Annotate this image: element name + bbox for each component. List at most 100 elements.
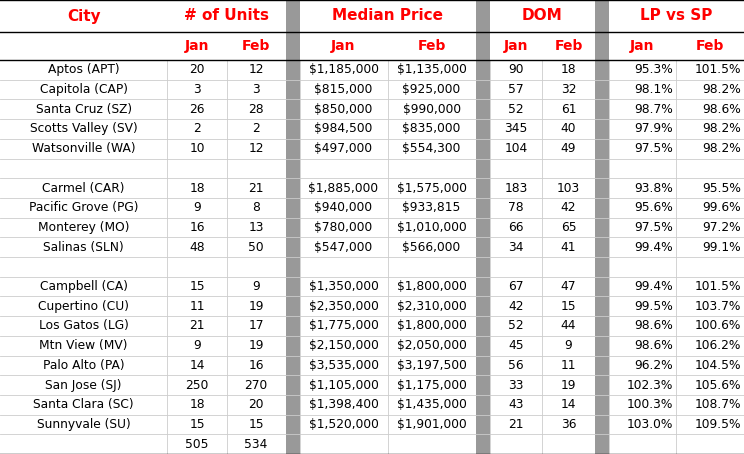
Text: 105.6%: 105.6%	[694, 379, 741, 391]
Text: $554,300: $554,300	[403, 142, 461, 155]
Text: $497,000: $497,000	[315, 142, 373, 155]
Text: 34: 34	[508, 241, 524, 254]
Text: $1,135,000: $1,135,000	[397, 64, 466, 76]
Text: 90: 90	[508, 64, 524, 76]
Text: 106.2%: 106.2%	[695, 339, 741, 352]
Text: 26: 26	[189, 103, 205, 116]
Text: Cupertino (CU): Cupertino (CU)	[38, 300, 129, 313]
Text: $1,105,000: $1,105,000	[309, 379, 379, 391]
Text: 20: 20	[189, 64, 205, 76]
Text: $1,800,000: $1,800,000	[397, 320, 466, 332]
Text: $3,197,500: $3,197,500	[397, 359, 466, 372]
Text: 44: 44	[561, 320, 576, 332]
Text: 8: 8	[252, 201, 260, 214]
Text: $2,310,000: $2,310,000	[397, 300, 466, 313]
Bar	[594, 0, 609, 454]
Text: $1,350,000: $1,350,000	[309, 280, 379, 293]
Text: 67: 67	[508, 280, 524, 293]
Text: $547,000: $547,000	[315, 241, 373, 254]
Text: 99.4%: 99.4%	[635, 241, 673, 254]
Text: 270: 270	[245, 379, 268, 391]
Text: 98.6%: 98.6%	[702, 103, 741, 116]
Text: 505: 505	[185, 438, 209, 451]
Text: 95.3%: 95.3%	[635, 64, 673, 76]
Text: San Jose (SJ): San Jose (SJ)	[45, 379, 122, 391]
Bar	[286, 0, 300, 454]
Text: 98.6%: 98.6%	[635, 339, 673, 352]
Text: 19: 19	[248, 300, 264, 313]
Text: Feb: Feb	[554, 39, 583, 53]
Text: 97.5%: 97.5%	[635, 142, 673, 155]
Text: 50: 50	[248, 241, 264, 254]
Text: Sunnyvale (SU): Sunnyvale (SU)	[37, 418, 131, 431]
Text: $1,185,000: $1,185,000	[309, 64, 379, 76]
Text: Scotts Valley (SV): Scotts Valley (SV)	[30, 123, 138, 135]
Text: Jan: Jan	[504, 39, 528, 53]
Text: 2: 2	[252, 123, 260, 135]
Text: $850,000: $850,000	[315, 103, 373, 116]
Text: 108.7%: 108.7%	[694, 398, 741, 411]
Text: Santa Cruz (SZ): Santa Cruz (SZ)	[36, 103, 132, 116]
Text: $1,175,000: $1,175,000	[397, 379, 466, 391]
Text: 57: 57	[508, 83, 524, 96]
Text: 98.1%: 98.1%	[635, 83, 673, 96]
Text: 47: 47	[561, 280, 576, 293]
Text: 99.1%: 99.1%	[702, 241, 741, 254]
Text: 345: 345	[504, 123, 527, 135]
Text: DOM: DOM	[522, 9, 562, 24]
Text: Monterey (MO): Monterey (MO)	[38, 221, 129, 234]
Text: 14: 14	[561, 398, 576, 411]
Text: $1,775,000: $1,775,000	[309, 320, 379, 332]
Text: 56: 56	[508, 359, 524, 372]
Text: 36: 36	[561, 418, 576, 431]
Text: $566,000: $566,000	[403, 241, 461, 254]
Text: 15: 15	[561, 300, 577, 313]
Text: Campbell (CA): Campbell (CA)	[39, 280, 128, 293]
Text: $1,435,000: $1,435,000	[397, 398, 466, 411]
Text: 11: 11	[189, 300, 205, 313]
Text: $1,885,000: $1,885,000	[309, 182, 379, 195]
Text: 9: 9	[252, 280, 260, 293]
Text: 101.5%: 101.5%	[694, 280, 741, 293]
Text: $933,815: $933,815	[403, 201, 461, 214]
Text: 21: 21	[189, 320, 205, 332]
Text: 96.2%: 96.2%	[635, 359, 673, 372]
Text: Capitola (CAP): Capitola (CAP)	[39, 83, 128, 96]
Text: 12: 12	[248, 64, 264, 76]
Text: 12: 12	[248, 142, 264, 155]
Text: 65: 65	[561, 221, 577, 234]
Text: 19: 19	[248, 339, 264, 352]
Text: $1,901,000: $1,901,000	[397, 418, 466, 431]
Text: $2,150,000: $2,150,000	[309, 339, 379, 352]
Text: 9: 9	[565, 339, 572, 352]
Text: 18: 18	[561, 64, 577, 76]
Text: Median Price: Median Price	[332, 9, 443, 24]
Text: $780,000: $780,000	[315, 221, 373, 234]
Text: Santa Clara (SC): Santa Clara (SC)	[33, 398, 134, 411]
Text: 16: 16	[248, 359, 264, 372]
Text: 20: 20	[248, 398, 264, 411]
Text: 18: 18	[189, 398, 205, 411]
Text: 15: 15	[189, 418, 205, 431]
Text: 11: 11	[561, 359, 576, 372]
Text: 9: 9	[193, 201, 201, 214]
Text: 183: 183	[504, 182, 527, 195]
Text: 104.5%: 104.5%	[694, 359, 741, 372]
Text: 40: 40	[561, 123, 576, 135]
Text: 41: 41	[561, 241, 576, 254]
Text: 100.6%: 100.6%	[695, 320, 741, 332]
Text: 109.5%: 109.5%	[694, 418, 741, 431]
Text: 98.6%: 98.6%	[635, 320, 673, 332]
Text: $1,800,000: $1,800,000	[397, 280, 466, 293]
Text: 43: 43	[508, 398, 524, 411]
Text: 103.7%: 103.7%	[695, 300, 741, 313]
Text: 95.6%: 95.6%	[635, 201, 673, 214]
Text: Feb: Feb	[696, 39, 725, 53]
Text: 52: 52	[508, 320, 524, 332]
Text: Salinas (SLN): Salinas (SLN)	[43, 241, 124, 254]
Text: 103.0%: 103.0%	[627, 418, 673, 431]
Text: 101.5%: 101.5%	[694, 64, 741, 76]
Text: Carmel (CAR): Carmel (CAR)	[42, 182, 125, 195]
Text: $1,520,000: $1,520,000	[309, 418, 379, 431]
Text: $2,050,000: $2,050,000	[397, 339, 466, 352]
